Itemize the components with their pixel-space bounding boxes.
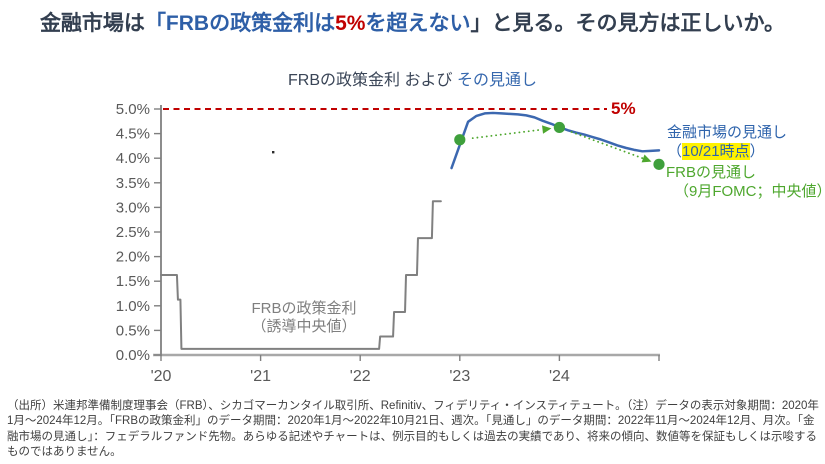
frb-label-line1: FRBの見通し	[666, 164, 757, 181]
market-forecast-line	[450, 111, 661, 170]
page-title: 金融市場は「FRBの政策金利は5%を超えない」と見る。その見方は正しいか。	[0, 7, 825, 37]
title-segment: 」と見る。その見方は正しいか。	[470, 12, 786, 35]
frb-forecast-label: FRBの見通し （9月FOMC；中央値）	[666, 163, 825, 201]
speck-dot	[272, 151, 275, 154]
frb-forecast-arrowhead	[542, 125, 552, 134]
y-axis-tick-label: 2.5%	[116, 224, 150, 241]
policy-label-line1: FRBの政策金利	[251, 300, 357, 317]
y-axis-tick-label: 4.0%	[116, 150, 150, 167]
frb-label-line2: （9月FOMC；中央値）	[674, 183, 825, 200]
five-percent-reference-label: 5%	[611, 99, 636, 118]
y-axis-tick-label: 3.5%	[116, 175, 150, 192]
title-segment-5pct: 5%	[335, 12, 366, 35]
frb-forecast-arrow-line	[471, 128, 544, 140]
y-axis-tick-label: 4.5%	[116, 126, 150, 143]
chart-title-segment: FRBの政策金利 および	[288, 72, 457, 89]
x-axis-tick-label: '20	[151, 368, 172, 385]
y-axis-tick-label: 3.0%	[116, 199, 150, 216]
market-label-paren-close: ）	[749, 142, 765, 160]
market-label-line1: 金融市場の見通し	[667, 124, 788, 141]
frb-forecast-dot	[454, 134, 466, 146]
market-forecast-label: 金融市場の見通し （10/21時点）	[667, 124, 787, 161]
y-axis-tick-label: 0.5%	[116, 322, 150, 339]
policy-label-line2: （誘導中央値）	[251, 318, 357, 335]
market-label-paren-open: （	[667, 142, 683, 160]
x-axis-tick-label: '22	[350, 368, 371, 385]
frb-forecast-arrowhead	[641, 154, 652, 163]
title-segment: 金融市場は	[39, 12, 145, 35]
source-note: （出所）米連邦準備制度理事会（FRB）、シカゴマーカンタイル取引所、Refini…	[7, 400, 819, 459]
frb-forecast-dot	[553, 121, 566, 134]
frb-forecast-arrow-line	[570, 131, 644, 160]
title-segment: 「FRBの政策金利は	[144, 12, 336, 35]
asof-date-highlight: 10/21時点	[682, 142, 750, 160]
chart-canvas: '20 '21 '22 '23 '24 5.0% 4.5% 4.0% 3.5% 3.0% 2.5% 2…	[116, 101, 665, 385]
y-axis-tick-label: 0.0%	[116, 347, 150, 364]
x-axis-tick-label: '21	[250, 368, 271, 385]
chart-title-segment-forecast: その見通し	[456, 72, 537, 89]
y-axis-tick-label: 2.0%	[116, 249, 150, 266]
x-axis-tick-label: '24	[549, 368, 570, 385]
y-axis-tick-label: 1.0%	[116, 298, 150, 315]
frb-policy-rate-step-line	[160, 200, 442, 350]
y-axis-tick-label: 1.5%	[116, 273, 150, 290]
chart-title: FRBの政策金利 および その見通し	[0, 66, 825, 90]
y-axis-tick-label: 5.0%	[116, 101, 150, 118]
x-axis-tick-label: '23	[449, 368, 470, 385]
frb-forecast-dot	[653, 158, 665, 170]
title-segment: を超えない	[365, 12, 471, 35]
policy-rate-series-label: FRBの政策金利 （誘導中央値）	[228, 300, 380, 336]
